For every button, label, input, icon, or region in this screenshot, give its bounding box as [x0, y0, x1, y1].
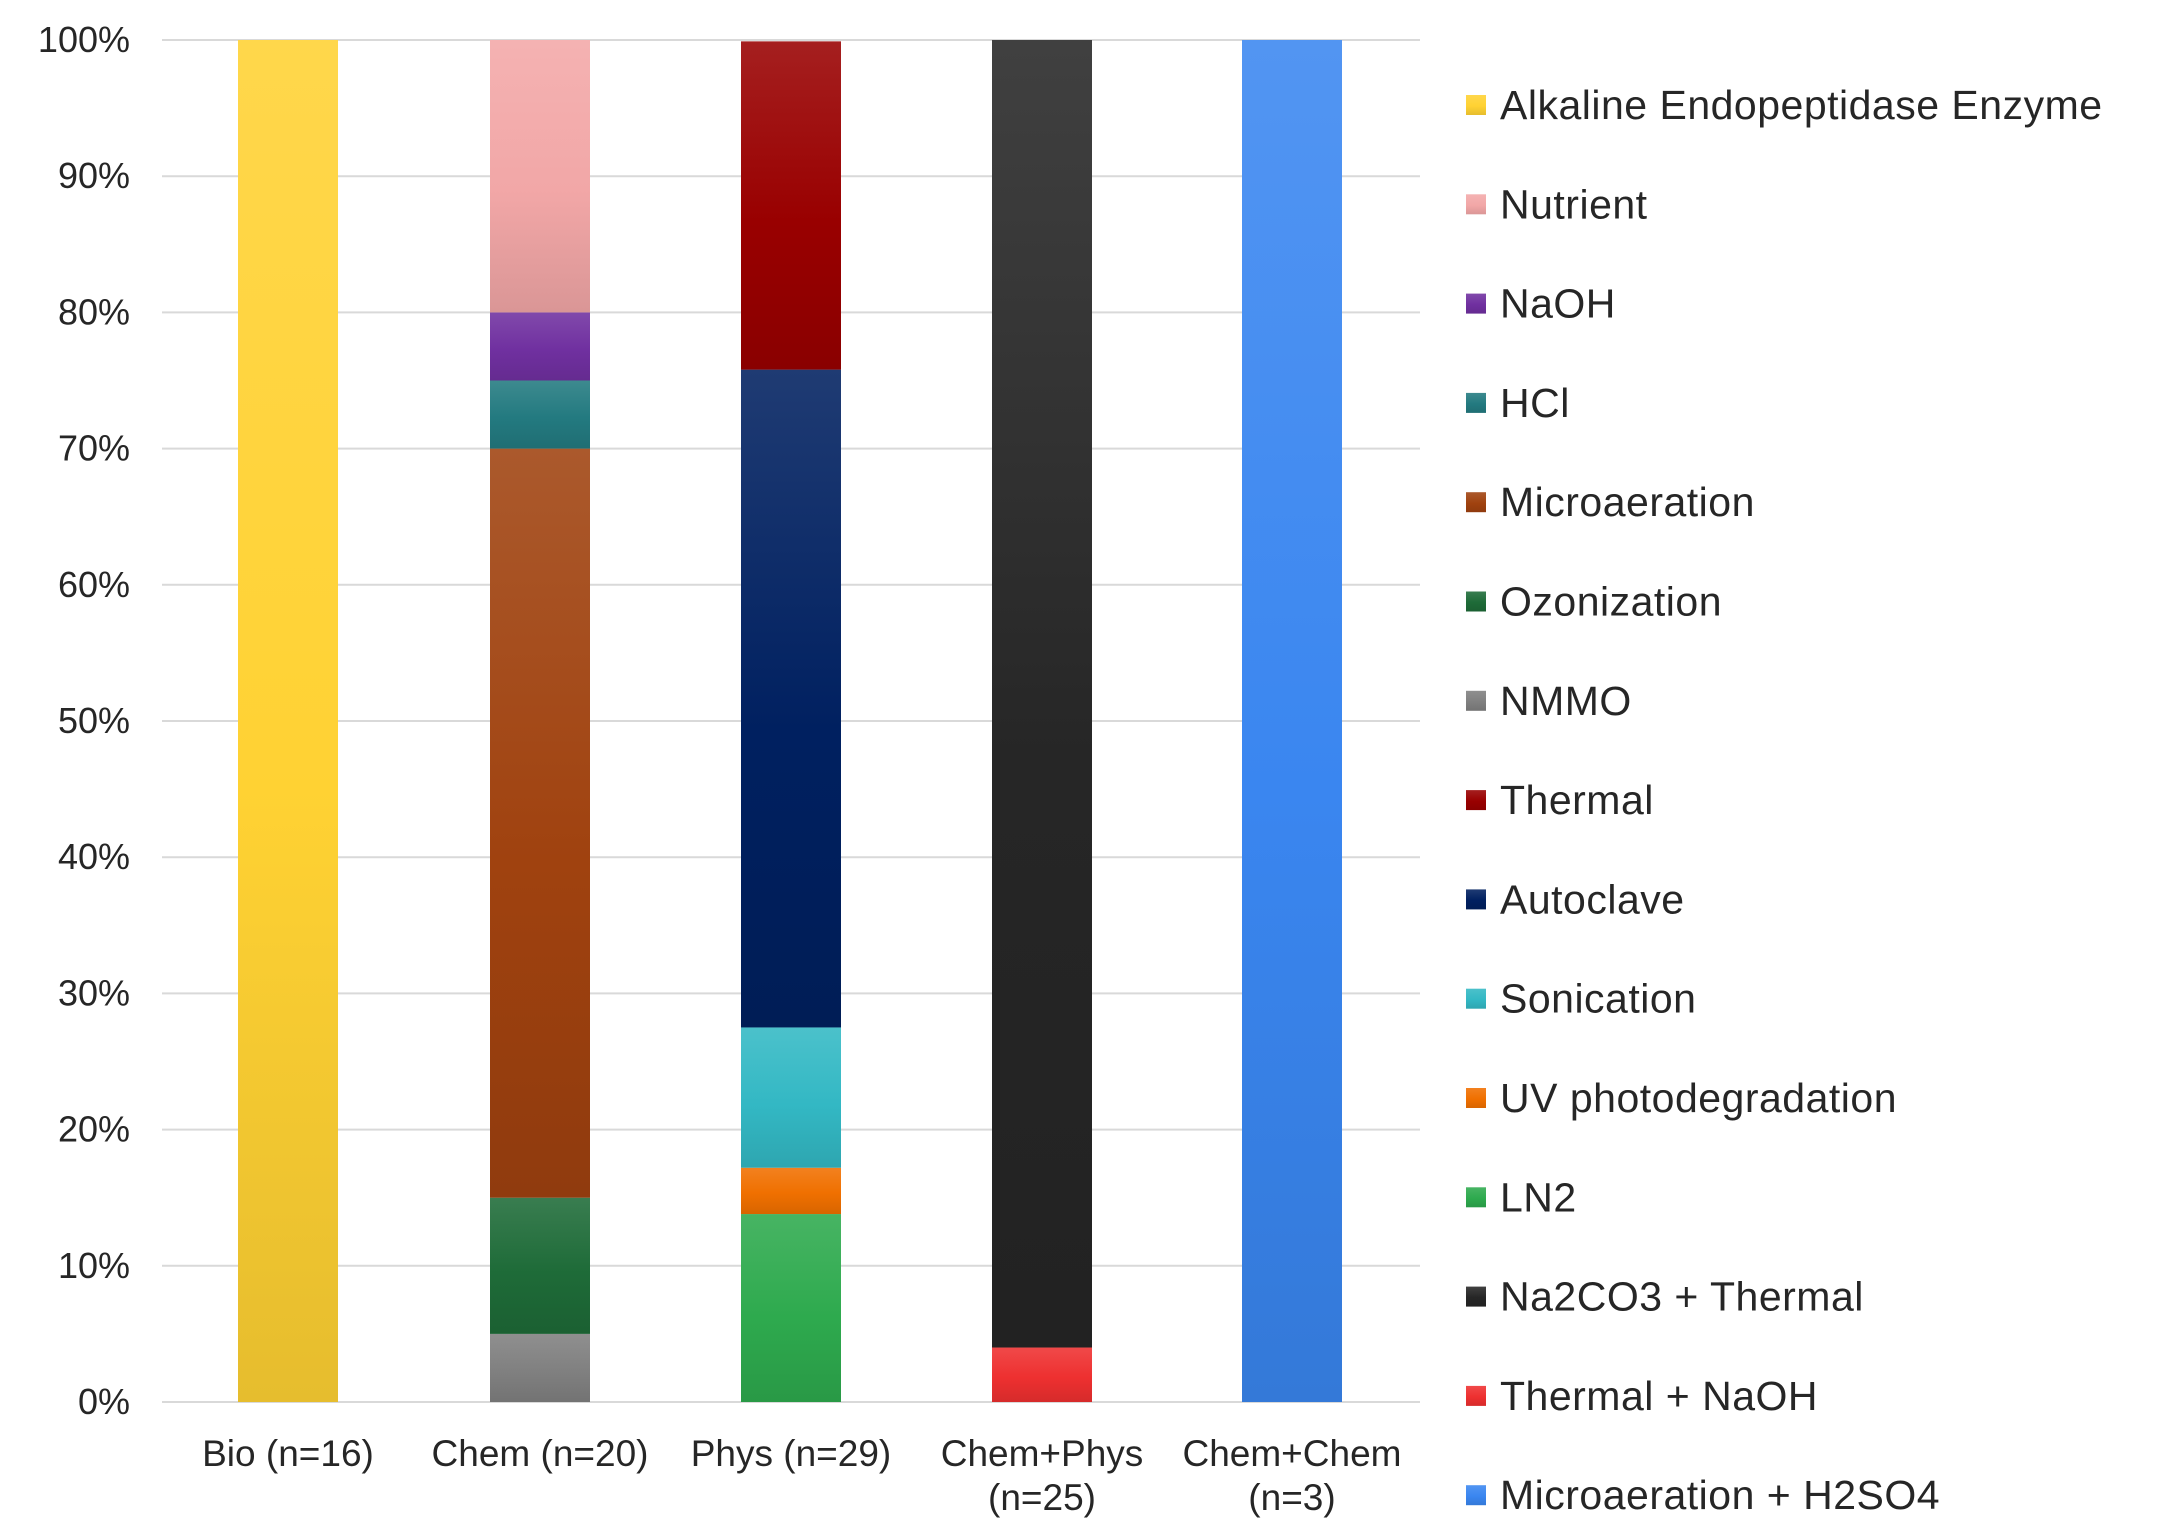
bar-segment-alkaline-endopeptidase-enzyme: [238, 40, 338, 1402]
legend-item-ln2: LN2: [1466, 1174, 1577, 1220]
legend: Alkaline Endopeptidase Enzyme Nutrient NaO…: [1466, 82, 2103, 1518]
y-tick-label: 50%: [58, 700, 130, 741]
x-category-label: Phys (n=29): [691, 1433, 892, 1474]
legend-item-sonication: Sonication: [1466, 976, 1696, 1022]
legend-item-alkaline-endopeptidase-enzyme: Alkaline Endopeptidase Enzyme: [1466, 82, 2103, 128]
bar-segment-ln2: [741, 1214, 841, 1402]
x-category-label: (n=25): [988, 1477, 1096, 1518]
legend-label: Thermal: [1500, 777, 1654, 823]
legend-swatch: [1466, 392, 1486, 413]
legend-label: Nutrient: [1500, 181, 1648, 227]
legend-item-hcl: HCl: [1466, 380, 1570, 426]
legend-swatch: [1466, 690, 1486, 711]
bar-segment-uv-photodegradation: [741, 1167, 841, 1215]
legend-item-microaeration-h2so4: Microaeration + H2SO4: [1466, 1472, 1940, 1518]
legend-item-autoclave: Autoclave: [1466, 876, 1685, 922]
bar-segment-na2co3-thermal: [992, 40, 1092, 1348]
legend-label: UV photodegradation: [1500, 1075, 1897, 1121]
legend-label: Autoclave: [1500, 876, 1685, 922]
legend-label: Sonication: [1500, 976, 1696, 1022]
legend-item-ozonization: Ozonization: [1466, 579, 1722, 625]
y-tick-label: 100%: [38, 19, 130, 60]
legend-item-thermal-naoh: Thermal + NaOH: [1466, 1373, 1818, 1419]
y-tick-label: 60%: [58, 564, 130, 605]
bar-segment-hcl: [490, 380, 590, 449]
bar-segment-naoh: [490, 312, 590, 381]
bar-segment-ozonization: [490, 1197, 590, 1334]
y-tick-label: 20%: [58, 1109, 130, 1150]
legend-label: Alkaline Endopeptidase Enzyme: [1500, 82, 2103, 128]
bar-segment-thermal-naoh: [992, 1347, 1092, 1402]
legend-label: Na2CO3 + Thermal: [1500, 1274, 1864, 1320]
y-axis-tick-labels: 0% 10% 20% 30% 40% 50% 60% 70% 80% 90% 100%: [38, 19, 130, 1422]
legend-swatch: [1466, 591, 1486, 612]
legend-label: NMMO: [1500, 678, 1632, 724]
legend-swatch: [1466, 790, 1486, 811]
legend-swatch: [1466, 194, 1486, 215]
y-tick-label: 30%: [58, 972, 130, 1013]
legend-label: LN2: [1500, 1174, 1577, 1220]
x-category-label: Chem (n=20): [432, 1433, 649, 1474]
x-category-label: Chem+Phys: [941, 1433, 1144, 1474]
y-tick-label: 0%: [78, 1381, 130, 1422]
legend-label: HCl: [1500, 380, 1570, 426]
legend-item-na2co3-thermal: Na2CO3 + Thermal: [1466, 1274, 1864, 1320]
y-tick-label: 90%: [58, 155, 130, 196]
legend-item-thermal: Thermal: [1466, 777, 1654, 823]
bar-segment-nmmo: [490, 1333, 590, 1402]
x-category-label: (n=3): [1248, 1477, 1335, 1518]
bar-segment-sonication: [741, 1027, 841, 1168]
x-axis-category-labels: Bio (n=16) Chem (n=20) Phys (n=29) Chem+Phy…: [202, 1433, 1401, 1518]
legend-swatch: [1466, 1187, 1486, 1208]
legend-swatch: [1466, 1286, 1486, 1307]
legend-label: Microaeration + H2SO4: [1500, 1472, 1940, 1518]
legend-label: Ozonization: [1500, 579, 1722, 625]
bar-segment-nutrient: [490, 40, 590, 313]
legend-label: Microaeration: [1500, 479, 1755, 525]
x-category-label: Bio (n=16): [202, 1433, 374, 1474]
y-tick-label: 70%: [58, 428, 130, 469]
legend-swatch: [1466, 1385, 1486, 1406]
y-tick-label: 10%: [58, 1245, 130, 1286]
bar-segment-autoclave: [741, 369, 841, 1028]
legend-label: NaOH: [1500, 281, 1616, 327]
bar-segment-microaeration: [490, 448, 590, 1198]
x-category-label: Chem+Chem: [1182, 1433, 1401, 1474]
y-tick-label: 40%: [58, 836, 130, 877]
legend-item-nmmo: NMMO: [1466, 678, 1632, 724]
legend-swatch: [1466, 293, 1486, 314]
legend-item-uv-photodegradation: UV photodegradation: [1466, 1075, 1897, 1121]
legend-swatch: [1466, 1485, 1486, 1506]
legend-swatch: [1466, 492, 1486, 513]
legend-label: Thermal + NaOH: [1500, 1373, 1818, 1419]
legend-swatch: [1466, 1088, 1486, 1108]
legend-item-nutrient: Nutrient: [1466, 181, 1648, 227]
bar-segment-microaeration-h2so4: [1242, 40, 1342, 1402]
legend-item-naoh: NaOH: [1466, 281, 1616, 327]
bar-segment-thermal: [741, 41, 841, 370]
legend-item-microaeration: Microaeration: [1466, 479, 1755, 525]
bars: [238, 40, 1342, 1402]
y-tick-label: 80%: [58, 291, 130, 332]
legend-swatch: [1466, 889, 1486, 910]
legend-swatch: [1466, 988, 1486, 1009]
legend-swatch: [1466, 95, 1486, 115]
